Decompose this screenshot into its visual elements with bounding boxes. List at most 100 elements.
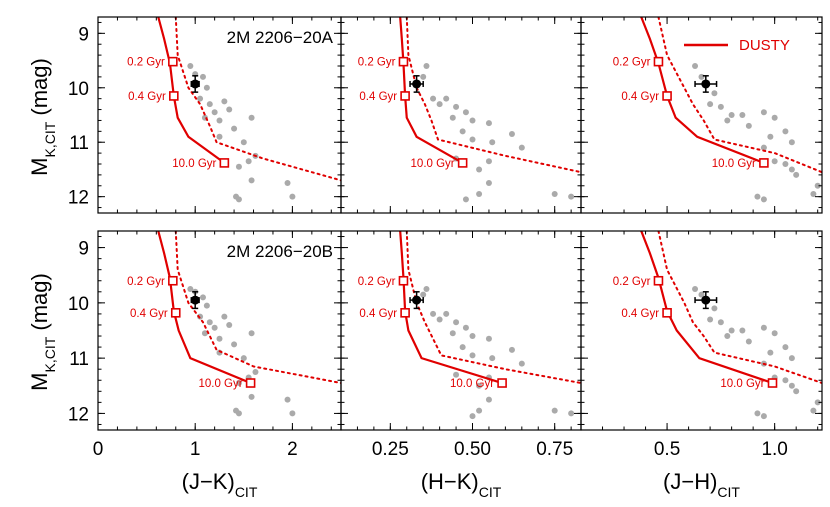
target-point [701,79,711,89]
field-point [518,360,525,367]
age-marker [653,56,664,67]
age-marker [759,158,769,168]
field-point [810,407,817,414]
field-point [430,310,437,317]
field-point [476,407,483,414]
field-point [754,410,761,417]
field-point [449,114,456,121]
field-point [760,144,767,151]
age-marker [170,308,181,318]
target-point [701,295,711,305]
field-point [489,139,496,146]
age-marker [169,91,179,101]
panel-r2-c1: 0.2 Gyr 0.4 Gyr 10.0 Gyr 2M 2206−20B [97,230,342,431]
age-label: 0.2 Gyr [358,57,396,69]
field-point [810,190,817,197]
field-point [771,114,778,121]
field-point [711,305,718,312]
field-point [793,171,800,178]
y-tick-label: 9 [78,24,89,45]
field-point [771,330,778,337]
age-marker [168,56,178,67]
field-point [206,101,213,108]
field-point [469,413,476,420]
field-point [707,101,714,108]
field-point [788,139,795,146]
field-point [485,396,492,403]
field-point [754,193,761,200]
field-point [485,120,492,127]
field-point [788,382,795,389]
field-point [459,128,466,135]
age-label: 10.0 Gyr [712,158,756,170]
field-point [248,393,255,400]
y-axis-title-bottom: MK,CIT (mag) [27,273,58,391]
field-point [240,139,247,146]
field-point [201,330,208,337]
field-point [692,63,699,69]
field-point [698,73,705,80]
x-tick-label: 0.50 [454,439,491,460]
y-tick-label: 10 [68,294,89,315]
field-point [216,335,223,342]
field-point [469,352,476,359]
field-point [814,182,821,189]
field-point [453,103,460,110]
field-point [760,196,767,203]
panel-frame [340,16,582,214]
x-tick-label: 0.75 [536,439,573,460]
y-tick-label: 10 [68,79,89,100]
field-point [206,319,213,326]
field-point [551,190,558,197]
age-label: 10.0 Gyr [411,158,455,170]
age-label: 0.2 Gyr [358,276,396,288]
field-point [462,196,469,203]
field-point [231,125,238,132]
y-axis-title-top: MK,CIT (mag) [27,58,58,176]
field-point [449,330,456,337]
age-label: 0.2 Gyr [127,57,165,69]
field-point [745,122,752,129]
panel-frame [340,230,582,431]
field-point [724,117,731,124]
field-point [240,355,247,362]
panel-frame [580,230,823,431]
field-point [485,335,492,342]
field-point [289,410,296,417]
age-marker [398,275,409,286]
field-point [231,341,238,348]
field-point [717,319,724,326]
dusty-solid-track [399,231,503,385]
field-point [476,166,483,173]
field-point [739,327,746,334]
target-point [190,79,200,89]
dusty-solid-track [399,17,464,164]
field-point [289,193,296,200]
field-point [226,106,233,113]
y-tick-label: 9 [78,239,89,260]
field-point [423,63,430,69]
field-point [423,286,430,293]
field-point [767,349,774,356]
field-point [436,101,443,108]
field-point [728,327,735,334]
x-axis-title-sub: CIT [717,484,740,500]
age-marker [457,158,468,168]
field-point [199,294,206,301]
age-marker [497,378,507,388]
panel-object-label: 2M 2206−20B [227,242,333,261]
field-point [235,380,242,387]
x-axis-title: (H−K)CIT [421,469,502,500]
field-point [767,133,774,140]
field-point [420,73,427,80]
field-point [793,388,800,395]
field-point [226,321,233,328]
panel-r2-c3: 0.2 Gyr 0.4 Gyr 10.0 Gyr [580,230,823,431]
age-label: 0.2 Gyr [613,57,651,69]
x-axis-title-main: (J−H) [663,469,717,494]
field-point [707,316,714,323]
x-axis-title-main: (H−K) [421,469,479,494]
